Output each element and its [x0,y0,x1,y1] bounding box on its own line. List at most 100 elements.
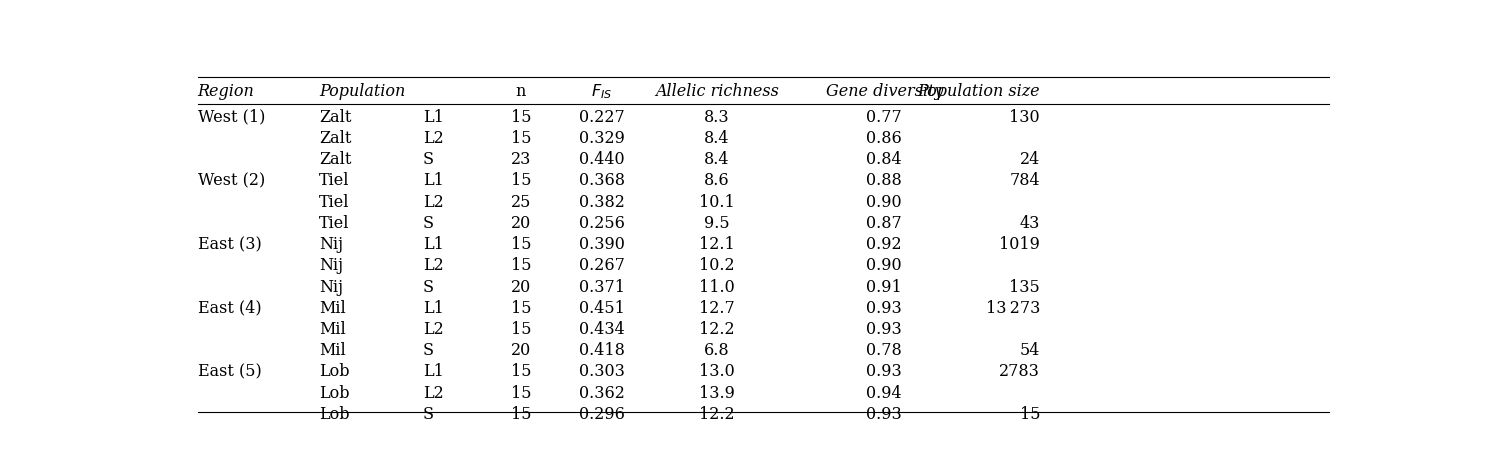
Text: Tiel: Tiel [319,194,350,211]
Text: Zalt: Zalt [319,151,351,168]
Text: Region: Region [198,83,255,100]
Text: 15: 15 [511,172,532,190]
Text: 0.418: 0.418 [579,342,624,359]
Text: 10.1: 10.1 [698,194,736,211]
Text: Allelic richness: Allelic richness [655,83,779,100]
Text: 25: 25 [511,194,532,211]
Text: 15: 15 [1020,406,1041,423]
Text: East (4): East (4) [198,300,261,317]
Text: Nij: Nij [319,257,342,275]
Text: Gene diversity: Gene diversity [825,83,943,100]
Text: L2: L2 [423,385,444,402]
Text: East (5): East (5) [198,363,262,380]
Text: 0.303: 0.303 [579,363,624,380]
Text: 20: 20 [511,342,532,359]
Text: 0.451: 0.451 [579,300,624,317]
Text: 15: 15 [511,109,532,126]
Text: Mil: Mil [319,342,345,359]
Text: 0.382: 0.382 [579,194,624,211]
Text: L1: L1 [423,109,444,126]
Text: 54: 54 [1020,342,1041,359]
Text: 15: 15 [511,300,532,317]
Text: 12.2: 12.2 [700,406,734,423]
Text: 0.390: 0.390 [579,236,624,253]
Text: S: S [423,342,433,359]
Text: 0.93: 0.93 [867,300,902,317]
Text: 0.77: 0.77 [867,109,902,126]
Text: 15: 15 [511,406,532,423]
Text: Population size: Population size [917,83,1041,100]
Text: S: S [423,406,433,423]
Text: 11.0: 11.0 [698,278,736,295]
Text: 0.84: 0.84 [867,151,902,168]
Text: Lob: Lob [319,363,350,380]
Text: 15: 15 [511,385,532,402]
Text: 8.4: 8.4 [704,130,730,147]
Text: 0.92: 0.92 [867,236,902,253]
Text: L1: L1 [423,236,444,253]
Text: 0.329: 0.329 [579,130,624,147]
Text: Tiel: Tiel [319,172,350,190]
Text: 15: 15 [511,363,532,380]
Text: 1019: 1019 [999,236,1041,253]
Text: 15: 15 [511,321,532,338]
Text: Zalt: Zalt [319,130,351,147]
Text: 12.2: 12.2 [700,321,734,338]
Text: 8.6: 8.6 [704,172,730,190]
Text: 24: 24 [1020,151,1041,168]
Text: Tiel: Tiel [319,215,350,232]
Text: S: S [423,215,433,232]
Text: Nij: Nij [319,278,342,295]
Text: 6.8: 6.8 [704,342,730,359]
Text: Mil: Mil [319,321,345,338]
Text: 9.5: 9.5 [704,215,730,232]
Text: 0.93: 0.93 [867,321,902,338]
Text: 15: 15 [511,236,532,253]
Text: 0.296: 0.296 [579,406,624,423]
Text: 15: 15 [511,130,532,147]
Text: 0.434: 0.434 [579,321,624,338]
Text: L2: L2 [423,257,444,275]
Text: 0.227: 0.227 [579,109,624,126]
Text: 135: 135 [1010,278,1041,295]
Text: 130: 130 [1010,109,1041,126]
Text: West (1): West (1) [198,109,265,126]
Text: $F_{IS}$: $F_{IS}$ [591,82,612,101]
Text: 13.9: 13.9 [698,385,736,402]
Text: 0.87: 0.87 [867,215,902,232]
Text: 0.78: 0.78 [867,342,902,359]
Text: 0.267: 0.267 [579,257,624,275]
Text: S: S [423,151,433,168]
Text: 0.440: 0.440 [579,151,624,168]
Text: 13.0: 13.0 [698,363,736,380]
Text: 0.93: 0.93 [867,363,902,380]
Text: L2: L2 [423,194,444,211]
Text: West (2): West (2) [198,172,265,190]
Text: 0.94: 0.94 [867,385,902,402]
Text: L2: L2 [423,321,444,338]
Text: 0.86: 0.86 [867,130,902,147]
Text: Lob: Lob [319,406,350,423]
Text: 2783: 2783 [999,363,1041,380]
Text: L1: L1 [423,363,444,380]
Text: L1: L1 [423,300,444,317]
Text: 8.3: 8.3 [704,109,730,126]
Text: 10.2: 10.2 [700,257,734,275]
Text: 12.1: 12.1 [698,236,736,253]
Text: 20: 20 [511,278,532,295]
Text: 0.93: 0.93 [867,406,902,423]
Text: 15: 15 [511,257,532,275]
Text: 0.368: 0.368 [579,172,624,190]
Text: S: S [423,278,433,295]
Text: 0.91: 0.91 [867,278,902,295]
Text: Mil: Mil [319,300,345,317]
Text: L2: L2 [423,130,444,147]
Text: 23: 23 [511,151,532,168]
Text: Zalt: Zalt [319,109,351,126]
Text: 0.90: 0.90 [867,257,902,275]
Text: 20: 20 [511,215,532,232]
Text: 12.7: 12.7 [698,300,736,317]
Text: 784: 784 [1010,172,1041,190]
Text: 0.88: 0.88 [867,172,902,190]
Text: 0.90: 0.90 [867,194,902,211]
